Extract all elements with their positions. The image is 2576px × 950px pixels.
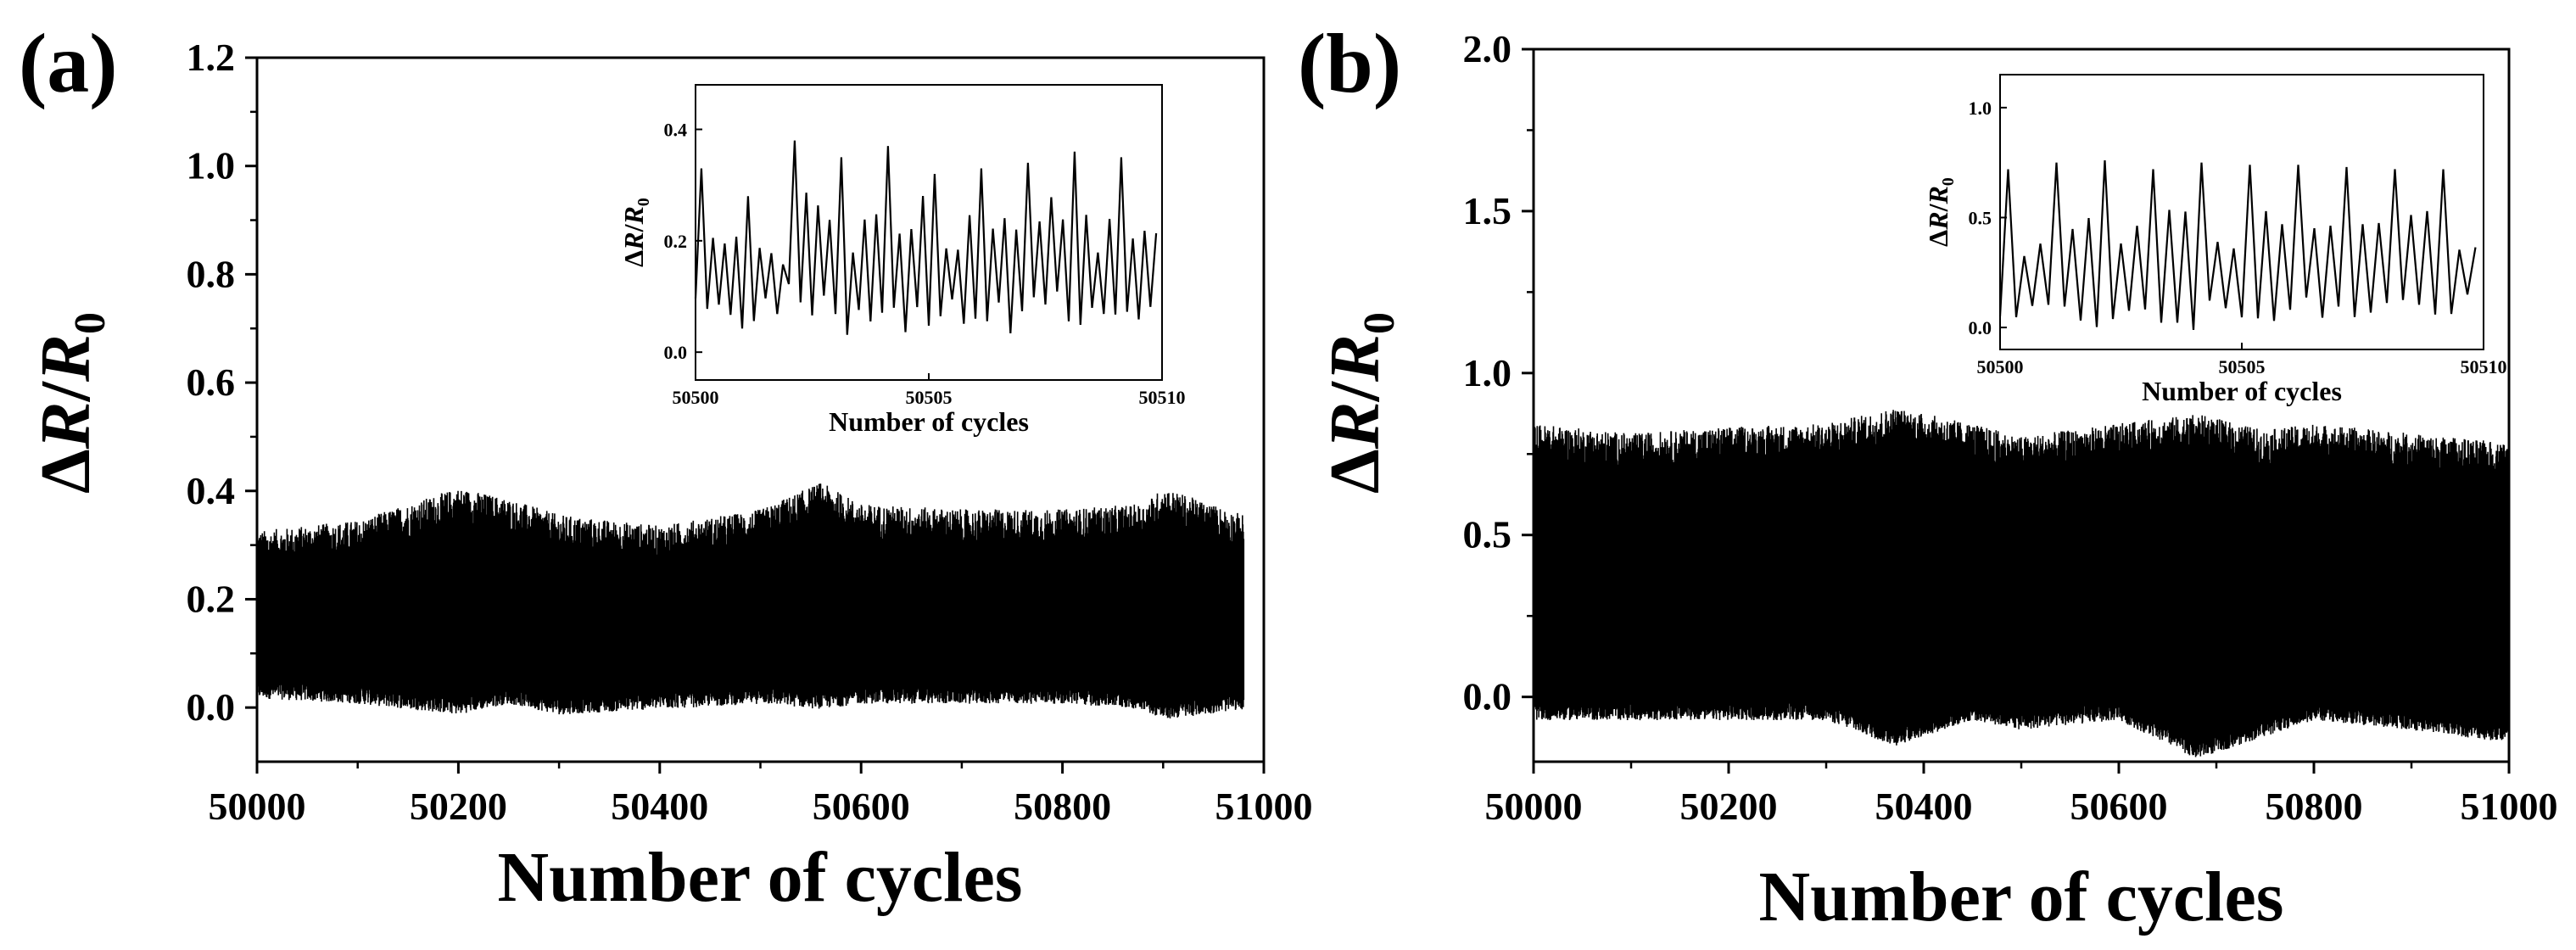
y-tick-label: 0.8 [187,252,236,295]
x-axis-label: Number of cycles [498,838,1023,917]
inset-y-axis-label: ΔR/R0 [618,198,653,267]
panel-b: (b) 50000 50200 50400 50600 50800 51000 0.0 0.5 1… [1298,16,2558,936]
y-label-delta: Δ [1923,230,1953,247]
y-label-r: R [26,401,105,450]
inset-trace [1998,160,2477,330]
x-tick-label: 50200 [410,785,507,828]
y-axis-label: ΔR/R0 [26,312,115,494]
y-label-r0: R [26,334,105,383]
inset: 50500 50505 50510 0.0 0.2 0.4 Number of cycles… [618,84,1186,437]
inset-x-axis-label: Number of cycles [829,406,1029,437]
inset-y-tick-label: 0.0 [1969,317,1992,338]
y-label-slash: / [618,223,649,232]
y-label-slash: / [26,380,105,402]
y-tick-label: 0.0 [1463,675,1512,718]
inset-y-tick-label: 1.0 [1969,98,1992,119]
inset-y-tick-label: 0.2 [664,231,688,252]
y-label-sub: 0 [1355,312,1404,334]
y-label-r0: R [1316,334,1394,383]
x-tick-label: 50200 [1680,785,1778,828]
x-tick-label: 50000 [209,785,306,828]
x-tick-label: 50400 [611,785,708,828]
inset-x-axis-label: Number of cycles [2142,376,2342,406]
x-tick-label: 50400 [1875,785,1973,828]
y-label-r0: R [1923,186,1953,204]
y-label-r: R [1316,401,1394,450]
y-label-delta: Δ [26,449,105,494]
inset-y-tick-label: 0.0 [664,342,688,363]
main-trace-fill [1534,444,2509,737]
x-tick-label: 50800 [2266,785,2363,828]
y-label-r: R [618,232,649,250]
y-label-r: R [1923,211,1953,230]
panel-label: (b) [1298,16,1401,110]
y-tick-label: 1.0 [187,144,236,187]
inset: 50500 50505 50510 0.0 0.5 1.0 Number of cycles… [1923,74,2507,406]
y-label-delta: Δ [618,250,649,267]
inset-trace [694,140,1158,335]
inset-background [696,85,1162,380]
y-tick-label: 1.5 [1463,189,1512,232]
y-label-sub: 0 [66,312,115,334]
inset-y-tick-label: 0.4 [664,120,688,141]
y-tick-label: 2.0 [1463,27,1512,70]
inset-x-tick-label: 50510 [2461,356,2507,377]
inset-x-tick-label: 50505 [2219,356,2266,377]
y-tick-label: 0.4 [187,469,236,512]
y-tick-label: 0.5 [1463,513,1512,556]
y-label-slash: / [1923,203,1953,212]
x-tick-label: 50600 [813,785,910,828]
y-tick-label: 0.6 [187,360,236,404]
x-tick-label: 50000 [1485,785,1583,828]
x-tick-label: 51000 [1215,785,1313,828]
y-label-r0: R [618,206,649,225]
y-tick-label: 1.0 [1463,351,1512,394]
inset-y-axis-label: ΔR/R0 [1923,177,1958,247]
y-tick-label: 0.2 [187,577,236,620]
inset-x-tick-label: 50500 [673,387,719,408]
x-axis-label: Number of cycles [1759,858,2284,936]
main-trace-fill [257,519,1244,698]
y-label-slash: / [1316,380,1394,402]
y-label-sub: 0 [634,198,653,206]
x-tick-label: 51000 [2461,785,2558,828]
x-tick-label: 50600 [2070,785,2168,828]
inset-y-tick-label: 0.5 [1969,207,1992,228]
x-tick-label: 50800 [1014,785,1111,828]
inset-x-tick-label: 50510 [1139,387,1186,408]
y-tick-label: 0.0 [187,685,236,729]
inset-x-tick-label: 50500 [1977,356,2024,377]
panel-label: (a) [19,16,118,110]
y-tick-label: 1.2 [187,36,236,79]
y-label-delta: Δ [1316,449,1394,494]
y-axis-label: ΔR/R0 [1316,312,1404,494]
inset-x-tick-label: 50505 [906,387,953,408]
y-label-sub: 0 [1939,177,1958,186]
panel-a: (a) 50000 50200 50400 50600 50800 51000 0.0 0.2 0… [19,16,1313,917]
